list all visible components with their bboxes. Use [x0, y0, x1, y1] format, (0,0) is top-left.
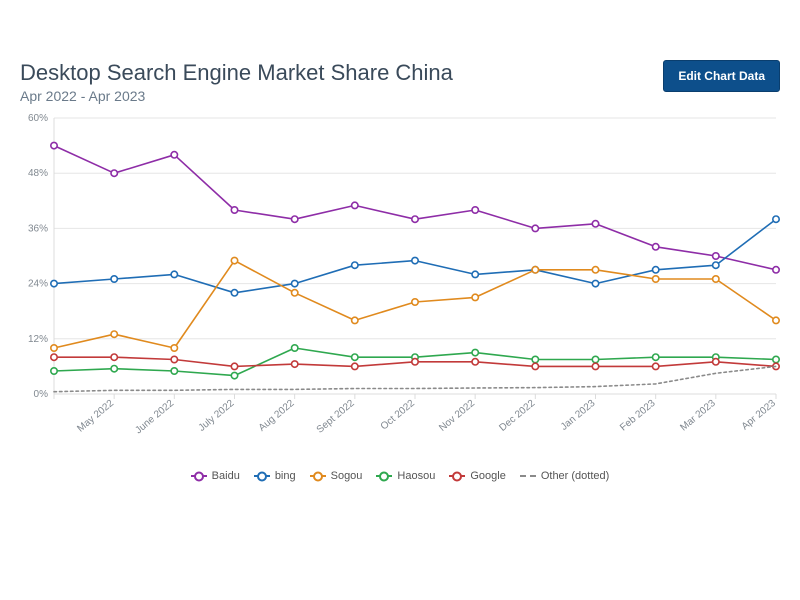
svg-text:36%: 36% — [28, 224, 48, 235]
svg-text:48%: 48% — [28, 169, 48, 180]
svg-text:Aug 2022: Aug 2022 — [257, 398, 297, 434]
page-subtitle: Apr 2022 - Apr 2023 — [20, 88, 453, 104]
svg-text:0%: 0% — [34, 389, 49, 400]
svg-text:Apr 2023: Apr 2023 — [740, 398, 778, 433]
svg-text:Sept 2022: Sept 2022 — [315, 398, 357, 436]
svg-text:May 2022: May 2022 — [75, 398, 116, 435]
header-row: Desktop Search Engine Market Share China… — [20, 60, 780, 104]
svg-text:60%: 60% — [28, 114, 48, 124]
edit-chart-data-button[interactable]: Edit Chart Data — [663, 60, 780, 92]
legend-swatch — [310, 475, 326, 477]
svg-text:July 2022: July 2022 — [197, 398, 237, 434]
svg-text:Mar 2023: Mar 2023 — [678, 398, 718, 434]
titles: Desktop Search Engine Market Share China… — [20, 60, 453, 104]
svg-text:Feb 2023: Feb 2023 — [618, 398, 658, 434]
legend-swatch — [449, 475, 465, 477]
svg-text:Jan 2023: Jan 2023 — [559, 398, 598, 433]
legend-swatch — [254, 475, 270, 477]
svg-text:Nov 2022: Nov 2022 — [437, 398, 477, 434]
svg-text:12%: 12% — [28, 334, 48, 345]
svg-text:June 2022: June 2022 — [133, 398, 176, 437]
legend-swatch — [520, 475, 536, 477]
legend-swatch — [376, 475, 392, 477]
page-title: Desktop Search Engine Market Share China — [20, 60, 453, 86]
page: Desktop Search Engine Market Share China… — [0, 0, 800, 600]
line-chart: 0% 12% 24% 36% 48% 60% May 2022 June 2022 July 2… — [20, 114, 780, 474]
svg-text:Oct 2022: Oct 2022 — [379, 398, 417, 433]
svg-text:24%: 24% — [28, 279, 48, 290]
legend-swatch — [191, 475, 207, 477]
svg-text:Dec 2022: Dec 2022 — [497, 398, 537, 434]
chart-area: 0% 12% 24% 36% 48% 60% May 2022 June 2022 July 2… — [20, 114, 780, 464]
